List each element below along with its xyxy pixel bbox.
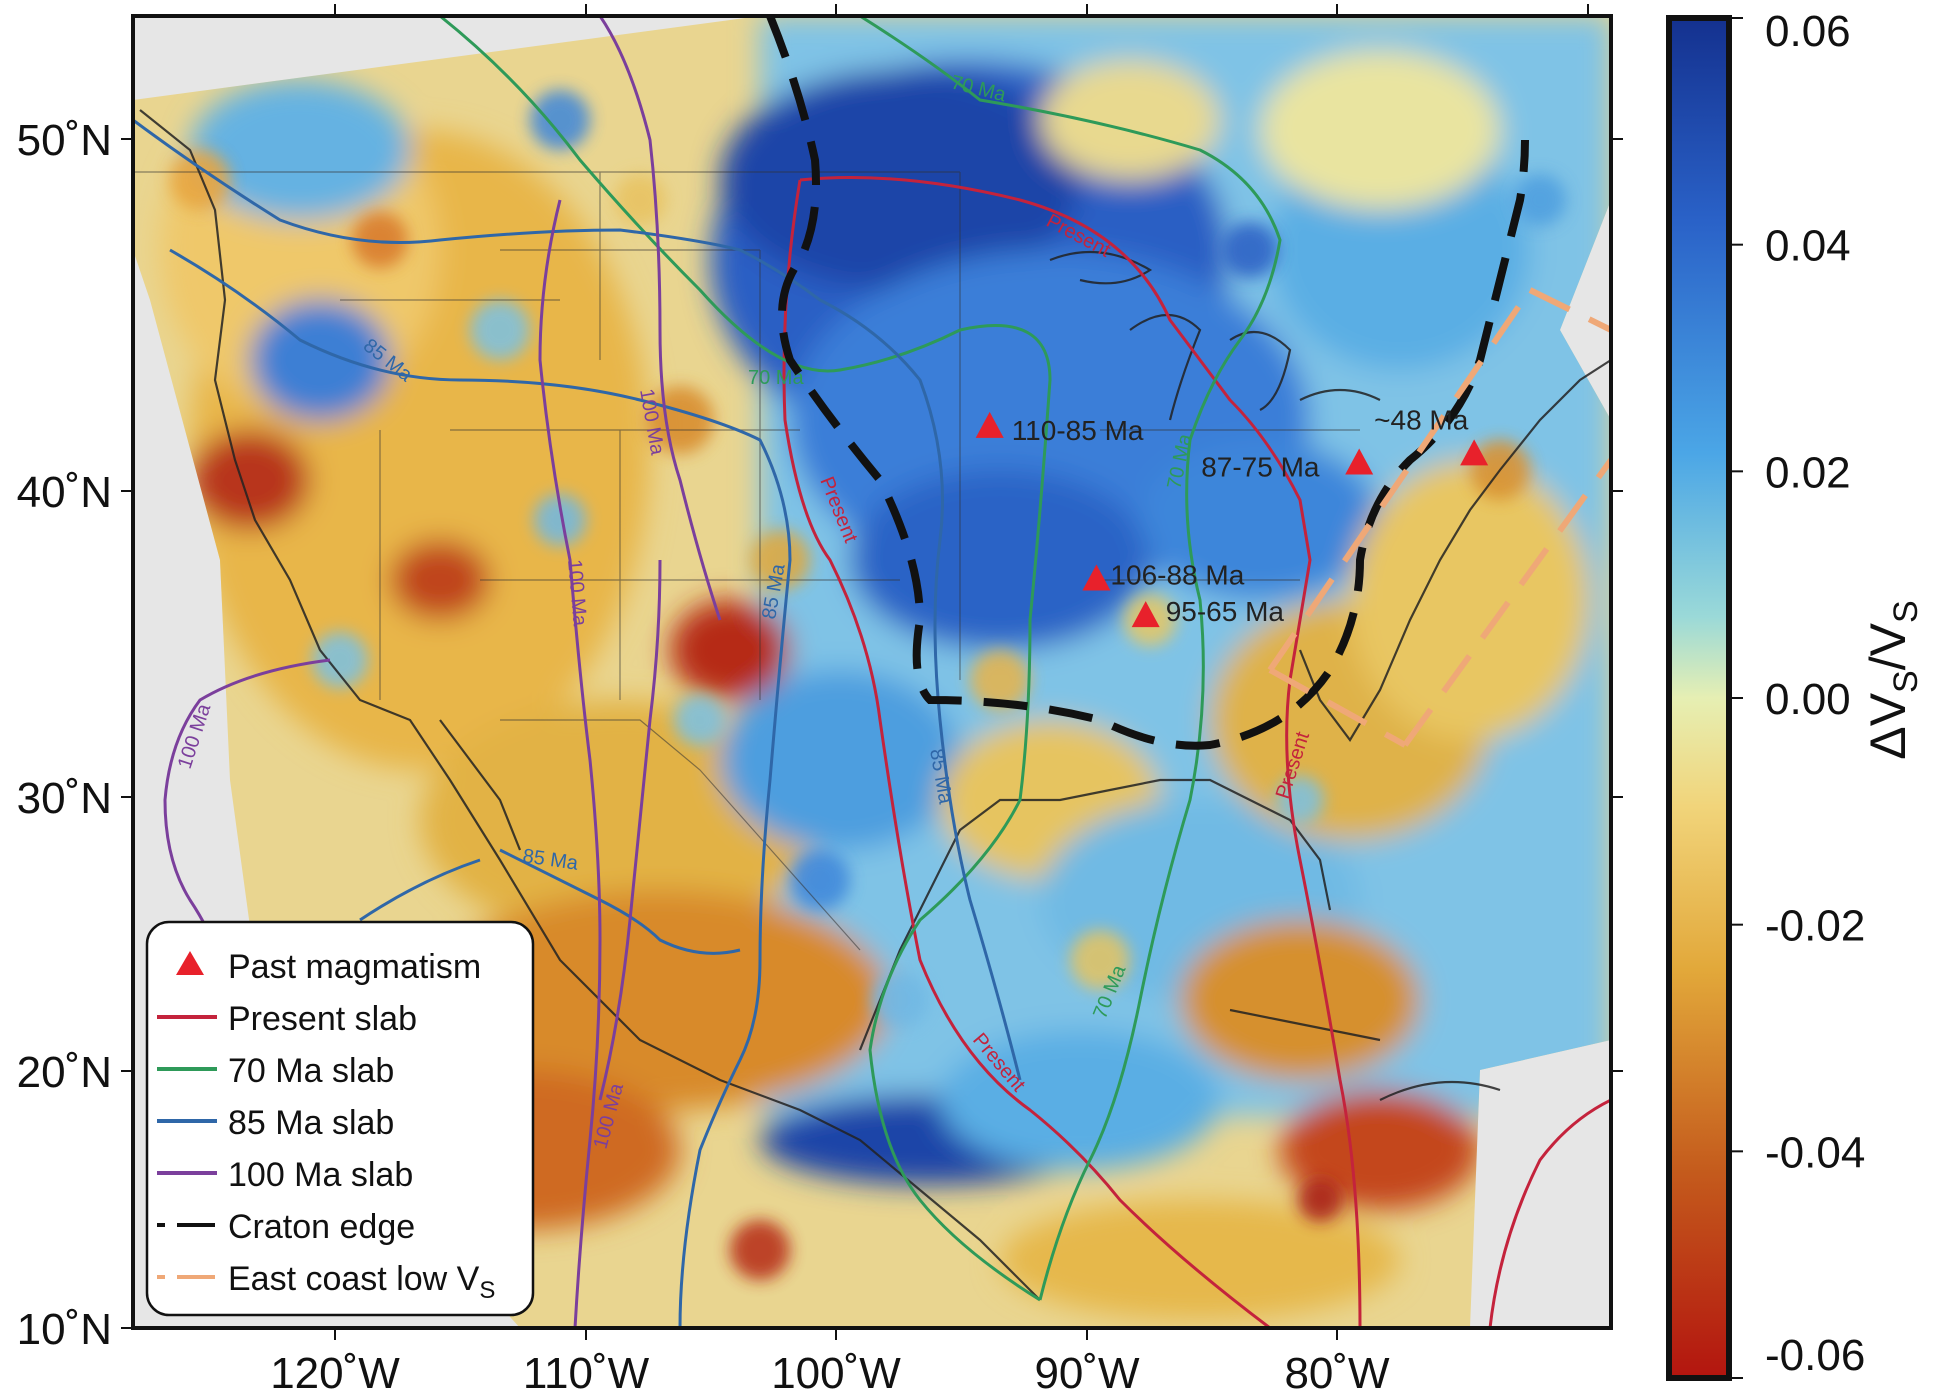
legend-label-85ma: 85 Ma slab xyxy=(228,1104,394,1142)
east-coast-low-vs-box xyxy=(1267,287,1611,748)
magmatism-label: 95-65 Ma xyxy=(1166,596,1285,627)
legend-label-eastcoast: East coast low VS xyxy=(228,1260,495,1304)
slab-contours xyxy=(133,16,1611,1328)
legend-label-magmatism: Past magmatism xyxy=(228,948,481,986)
lat-tick-40: 40˚N xyxy=(17,468,112,517)
magmatism-triangle-icon xyxy=(1345,448,1374,475)
lon-axis: 120˚W 110˚W 100˚W 90˚W 80˚W xyxy=(270,4,1589,1395)
ma100-slab-line-c xyxy=(598,559,662,1101)
ma100-slab-line-b xyxy=(538,199,602,1328)
present-slab-line xyxy=(799,176,1362,1328)
legend-label-present: Present slab xyxy=(228,1000,417,1038)
lon-tick-80: 80˚W xyxy=(1284,1349,1390,1395)
magmatism-label: 87-75 Ma xyxy=(1201,452,1320,483)
colorbar: 0.06 0.04 0.02 0.00 -0.02 -0.04 -0.06 ΔVS/VS xyxy=(1666,7,1925,1381)
lat-axis: 50˚N 40˚N 30˚N 20˚N 10˚N xyxy=(17,116,1623,1354)
magmatism-triangle-icon xyxy=(1131,601,1160,628)
ma100-slab-line-d xyxy=(163,658,331,961)
ma100-slab-line xyxy=(598,16,722,621)
legend-label-craton: Craton edge xyxy=(228,1208,415,1246)
ma70-label-2: 70 Ma xyxy=(748,367,804,389)
ma85-slab-line-d xyxy=(359,858,481,922)
craton-edge xyxy=(766,16,1529,750)
present-slab-line-se xyxy=(1488,1098,1611,1328)
colorbar-tick-label: 0.04 xyxy=(1765,222,1851,271)
lon-tick-120: 120˚W xyxy=(270,1349,400,1395)
coastlines-borders xyxy=(139,109,1611,1301)
legend-box xyxy=(145,920,535,1317)
political-borders xyxy=(133,171,1360,951)
legend-label-100ma: 100 Ma slab xyxy=(228,1156,413,1194)
lat-tick-50: 50˚N xyxy=(17,116,112,165)
colorbar-tick-label: -0.02 xyxy=(1765,902,1865,951)
lon-tick-90: 90˚W xyxy=(1034,1349,1140,1395)
lon-tick-110: 110˚W xyxy=(523,1349,650,1395)
magmatism-label: ~48 Ma xyxy=(1374,404,1469,435)
magmatism-label: 110-85 Ma xyxy=(1012,415,1144,446)
magmatism-markers: 110-85 Ma 106-88 Ma 95-65 Ma 87-75 Ma ~48 Ma xyxy=(975,404,1489,628)
ma70-slab-line-west xyxy=(439,16,961,373)
colorbar-tick-label: 0.02 xyxy=(1765,448,1851,497)
colorbar-tick-label: 0.06 xyxy=(1765,7,1851,56)
magmatism-triangle-icon xyxy=(1460,439,1489,466)
colorbar-tick-label: -0.06 xyxy=(1765,1331,1865,1380)
lon-tick-100: 100˚W xyxy=(771,1349,901,1395)
colorbar-tick-label: 0.00 xyxy=(1765,675,1851,724)
magmatism-label: 106-88 Ma xyxy=(1110,559,1244,590)
lat-tick-20: 20˚N xyxy=(17,1048,112,1097)
colorbar-tick-label: -0.04 xyxy=(1765,1128,1865,1177)
ma70-slab-line xyxy=(859,16,1282,1301)
map-frame xyxy=(131,14,1613,1330)
legend: Past magmatism Present slab 70 Ma slab 8… xyxy=(145,920,535,1317)
ma85-slab-line xyxy=(133,118,1022,1081)
legend-triangle-icon xyxy=(176,951,204,975)
ma85-slab-line-b xyxy=(169,248,792,1328)
magmatism-triangle-icon xyxy=(975,411,1004,438)
magmatism-triangle-icon xyxy=(1082,564,1111,591)
ma70-slab-line-inner xyxy=(868,324,1052,1302)
legend-label-70ma: 70 Ma slab xyxy=(228,1052,394,1090)
colorbar-ramp xyxy=(1666,15,1732,1381)
colorbar-title: ΔVS/VS xyxy=(1860,600,1925,759)
present-slab-line-west xyxy=(782,179,1271,1328)
lat-tick-30: 30˚N xyxy=(17,774,112,823)
lat-tick-10: 10˚N xyxy=(17,1305,112,1354)
